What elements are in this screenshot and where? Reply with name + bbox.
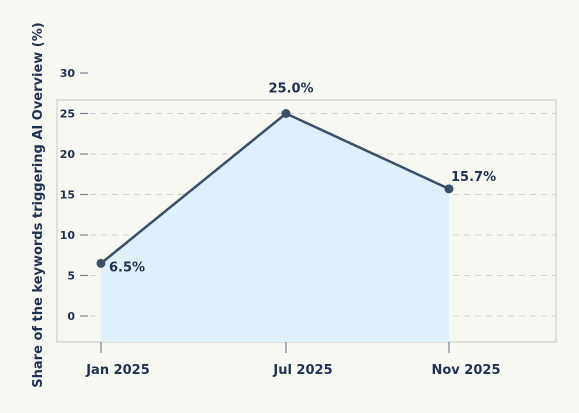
y-tick-label-20: 20 <box>60 148 76 161</box>
data-labels-layer: 6.5% 25.0% 15.7% <box>109 82 496 276</box>
x-tick-label-0: Jan 2025 <box>85 363 150 378</box>
data-points-layer <box>96 109 454 268</box>
area-layer <box>100 112 450 342</box>
y-tick-label-5: 5 <box>67 270 75 283</box>
x-tick-label-1: Jul 2025 <box>272 363 332 378</box>
data-label-2: 15.7% <box>451 170 496 185</box>
x-tick-label-2: Nov 2025 <box>432 363 501 378</box>
data-label-0: 6.5% <box>109 260 145 275</box>
y-axis-ticks: 0 5 10 15 20 25 30 <box>60 67 88 323</box>
data-point-1 <box>281 109 291 118</box>
y-tick-label-0: 0 <box>67 310 75 323</box>
data-point-0 <box>96 258 106 268</box>
y-tick-label-25: 25 <box>60 108 75 121</box>
y-tick-label-15: 15 <box>60 189 75 202</box>
data-label-1: 25.0% <box>268 82 313 97</box>
data-point-2 <box>444 184 454 194</box>
y-tick-label-30: 30 <box>60 67 76 80</box>
y-axis-title: Share of the keywords triggering AI Over… <box>31 22 46 387</box>
x-axis-ticks: Jan 2025 Jul 2025 Nov 2025 <box>85 342 501 378</box>
area-fill <box>101 113 449 342</box>
y-tick-label-10: 10 <box>60 229 76 242</box>
